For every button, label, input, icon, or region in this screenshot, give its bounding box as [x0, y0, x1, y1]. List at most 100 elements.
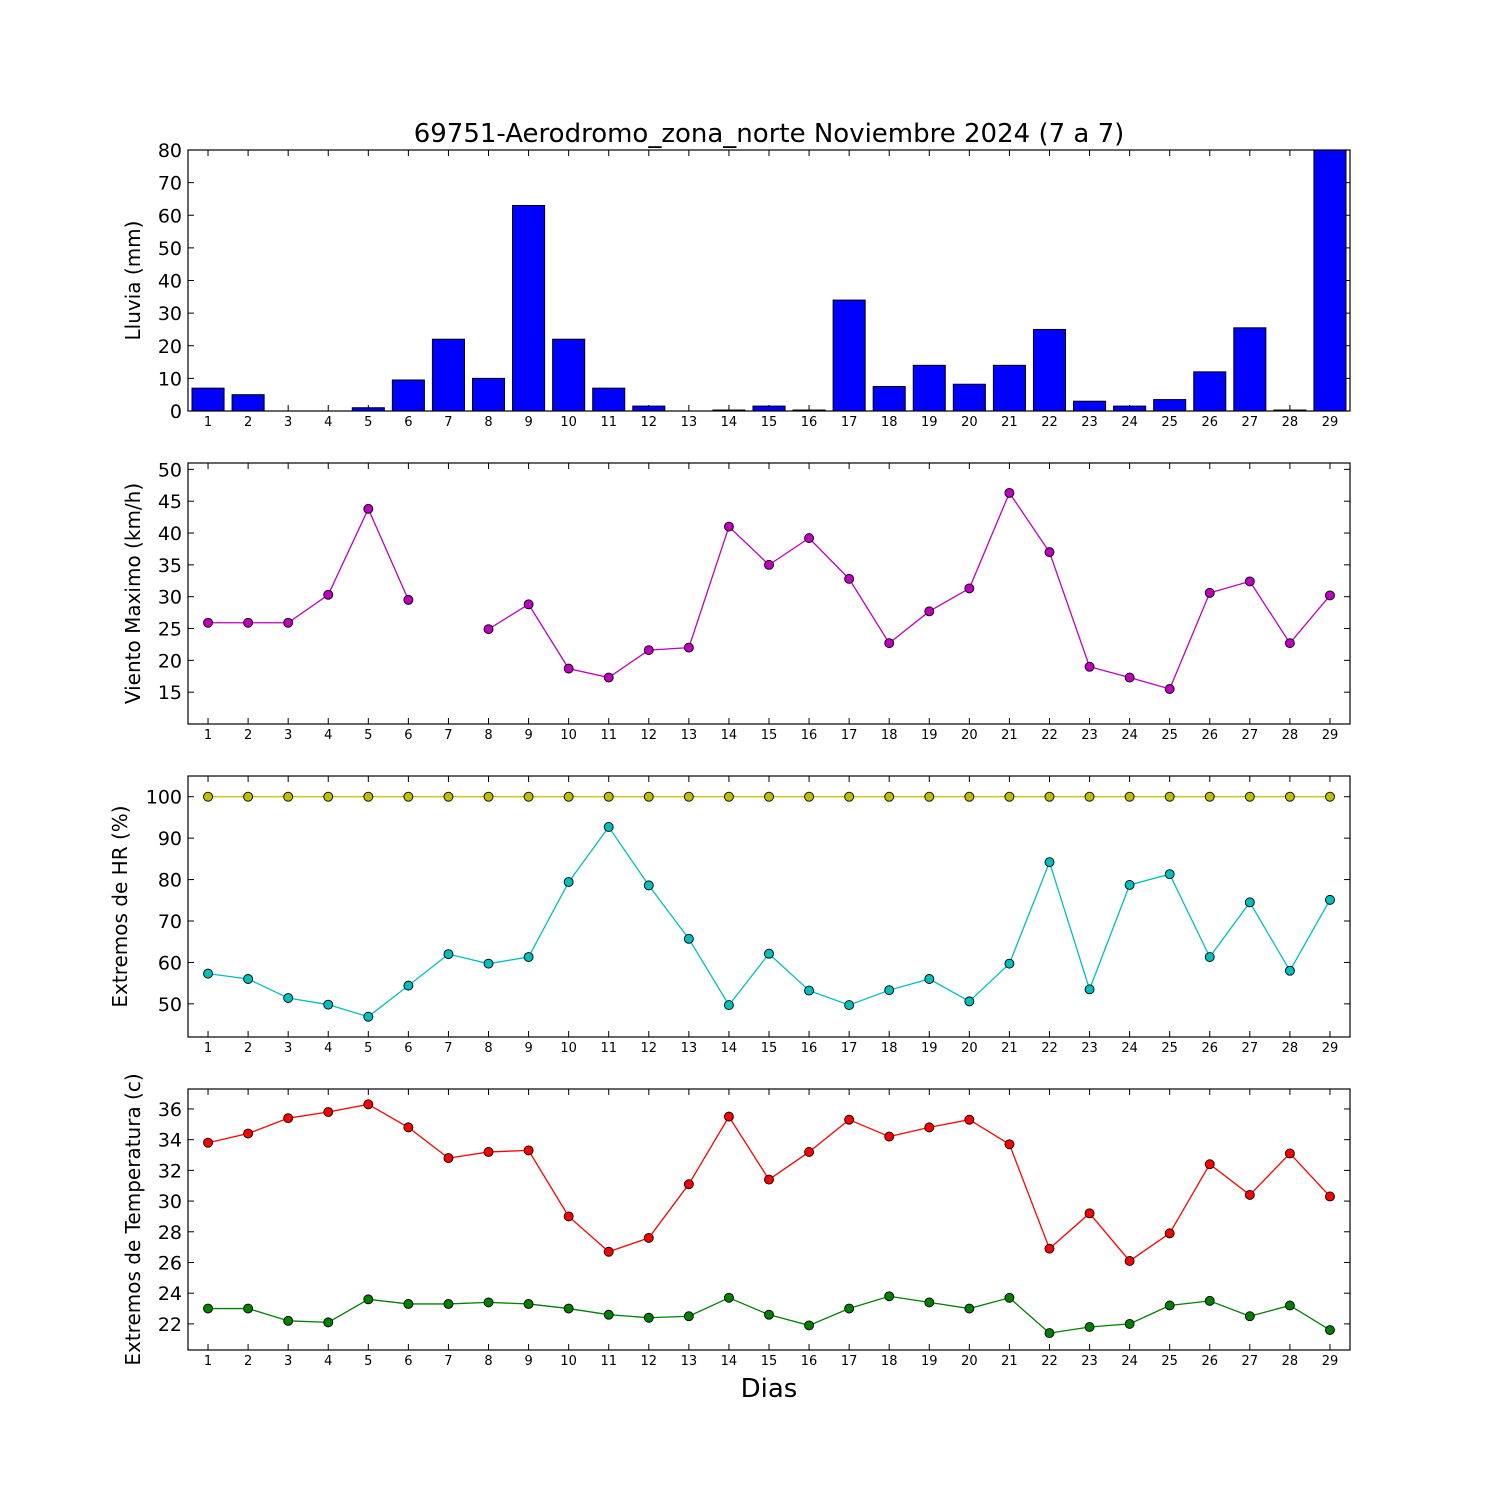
point-s1-day-17 — [844, 791, 855, 802]
axes-frame — [187, 149, 1351, 412]
x-tick-label: 14 — [721, 1354, 738, 1369]
point-s2-day-20 — [964, 996, 975, 1007]
x-tick-label: 26 — [1201, 415, 1218, 430]
point-s1-day-25 — [1164, 791, 1175, 802]
x-tick-label: 22 — [1041, 1354, 1058, 1369]
y-tick-label: 30 — [158, 303, 182, 325]
point-s2-day-10 — [563, 877, 574, 888]
point-s1-day-26 — [1204, 791, 1215, 802]
y-tick-label: 20 — [158, 336, 182, 358]
x-tick-label: 15 — [761, 415, 778, 430]
point-s1-day-4 — [323, 589, 334, 600]
y-tick-label: 60 — [158, 205, 182, 227]
x-tick-label: 19 — [921, 415, 938, 430]
x-tick-label: 15 — [761, 1354, 778, 1369]
point-s2-day-6 — [403, 1298, 414, 1309]
x-tick-label: 23 — [1081, 415, 1098, 430]
point-s2-day-4 — [323, 1317, 334, 1328]
x-tick-label: 13 — [681, 415, 698, 430]
x-tick-label: 4 — [324, 1041, 332, 1056]
point-s1-day-2 — [243, 617, 254, 628]
x-tick-label: 7 — [444, 415, 452, 430]
bar-day-25 — [1153, 399, 1187, 412]
point-s1-day-10 — [563, 1211, 574, 1222]
point-s2-day-5 — [363, 1011, 374, 1022]
y-tick-label: 30 — [158, 587, 182, 609]
y-tick-label: 26 — [158, 1252, 182, 1274]
point-s1-day-21 — [1004, 791, 1015, 802]
x-tick-label: 24 — [1121, 415, 1138, 430]
x-tick-label: 6 — [404, 1041, 412, 1056]
x-tick-label: 11 — [600, 1354, 617, 1369]
x-tick-label: 2 — [244, 1041, 252, 1056]
y-axis-label: Extremos de HR (%) — [108, 805, 132, 1007]
point-s1-day-15 — [764, 791, 774, 802]
point-s1-day-18 — [884, 1131, 895, 1142]
x-tick-label: 2 — [244, 415, 252, 430]
x-tick-label: 25 — [1161, 415, 1178, 430]
point-s1-day-21 — [1004, 487, 1015, 498]
point-s1-day-6 — [403, 1122, 414, 1133]
point-s1-day-16 — [804, 791, 815, 802]
x-tick-label: 11 — [600, 728, 617, 743]
point-s1-day-15 — [764, 1174, 774, 1185]
x-tick-label: 22 — [1041, 1041, 1058, 1056]
bar-day-23 — [1073, 400, 1107, 412]
point-s2-day-28 — [1284, 1300, 1295, 1311]
x-tick-label: 10 — [560, 728, 577, 743]
x-tick-label: 2 — [244, 1354, 252, 1369]
y-tick-label: 80 — [158, 870, 182, 892]
y-tick-label: 30 — [158, 1191, 182, 1213]
point-s1-day-22 — [1044, 547, 1055, 558]
point-s2-day-3 — [283, 1315, 294, 1326]
point-s1-day-20 — [964, 791, 975, 802]
point-s2-day-12 — [643, 1312, 654, 1323]
x-tick-label: 9 — [524, 415, 532, 430]
point-s2-day-8 — [483, 958, 494, 969]
x-tick-label: 16 — [801, 415, 818, 430]
point-s2-day-6 — [403, 980, 414, 991]
x-tick-label: 28 — [1282, 415, 1299, 430]
bar-day-6 — [391, 379, 425, 412]
point-s1-day-27 — [1244, 1189, 1255, 1200]
axes-frame — [187, 775, 1351, 1038]
x-tick-label: 3 — [284, 1041, 292, 1056]
point-s2-day-28 — [1284, 965, 1295, 976]
y-tick-label: 70 — [158, 911, 182, 933]
x-tick-label: 17 — [841, 1354, 858, 1369]
point-s2-day-14 — [723, 1000, 734, 1011]
bar-day-10 — [552, 338, 586, 412]
x-tick-label: 12 — [641, 728, 658, 743]
bar-day-15 — [752, 405, 786, 412]
point-s1-day-24 — [1124, 1256, 1135, 1266]
bar-day-20 — [952, 383, 986, 412]
point-s2-day-10 — [563, 1303, 574, 1314]
x-tick-label: 9 — [524, 1354, 532, 1369]
x-tick-label: 22 — [1041, 415, 1058, 430]
y-tick-label: 0 — [170, 401, 182, 423]
point-s2-day-25 — [1164, 869, 1175, 880]
x-tick-label: 18 — [881, 1041, 898, 1056]
y-tick-label: 15 — [158, 682, 182, 704]
x-tick-label: 20 — [961, 728, 978, 743]
x-tick-label: 17 — [841, 415, 858, 430]
bar-day-26 — [1193, 371, 1227, 412]
x-tick-label: 4 — [324, 1354, 332, 1369]
point-s1-day-17 — [844, 573, 855, 584]
x-tick-label: 13 — [681, 728, 698, 743]
y-tick-label: 40 — [158, 523, 182, 545]
axes-frame — [187, 462, 1351, 725]
axes-frame — [187, 1088, 1351, 1351]
x-tick-label: 20 — [961, 1354, 978, 1369]
y-tick-label: 50 — [158, 238, 182, 260]
point-s2-day-11 — [603, 822, 614, 832]
x-tick-label: 26 — [1201, 1041, 1218, 1056]
point-s2-day-21 — [1004, 1292, 1015, 1303]
point-s2-day-26 — [1204, 1295, 1215, 1306]
point-s1-day-18 — [884, 791, 895, 802]
point-s2-day-29 — [1325, 894, 1335, 905]
point-s1-day-11 — [603, 791, 614, 802]
point-s2-day-7 — [443, 949, 454, 960]
x-tick-label: 23 — [1081, 1041, 1098, 1056]
x-tick-label: 16 — [801, 728, 818, 743]
